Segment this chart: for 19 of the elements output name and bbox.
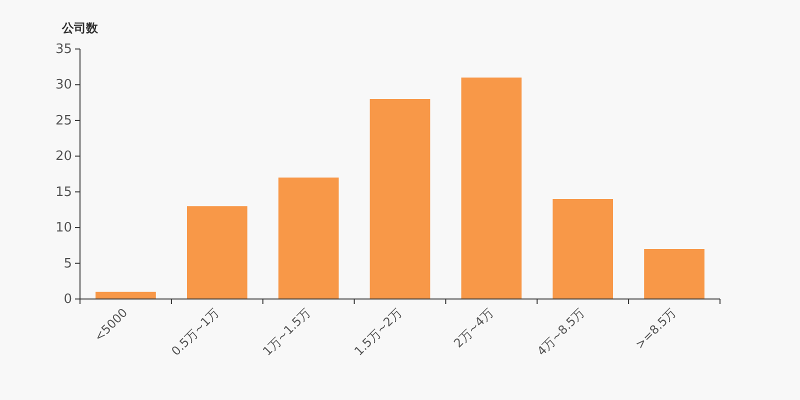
bar: [96, 292, 156, 299]
y-tick-label: 5: [64, 256, 72, 272]
x-tick-label: 2万~4万: [451, 306, 496, 350]
bar: [186, 206, 248, 299]
y-tick-label: 20: [55, 149, 72, 164]
y-tick-label: 25: [55, 113, 72, 128]
bar: [552, 199, 614, 299]
y-axis-title: 公司数: [61, 21, 99, 35]
x-tick-label: 1.5万~2万: [352, 306, 404, 358]
bar: [644, 249, 704, 299]
y-tick-label: 10: [55, 220, 72, 236]
bar: [370, 99, 430, 299]
y-tick-label: 15: [55, 184, 72, 200]
y-tick-label: 35: [55, 42, 72, 57]
bar: [461, 78, 522, 299]
y-tick-label: 0: [64, 292, 72, 307]
x-tick-label: 0.5万~1万: [168, 306, 222, 358]
bar: [278, 178, 339, 299]
y-tick-label: 30: [55, 78, 72, 93]
